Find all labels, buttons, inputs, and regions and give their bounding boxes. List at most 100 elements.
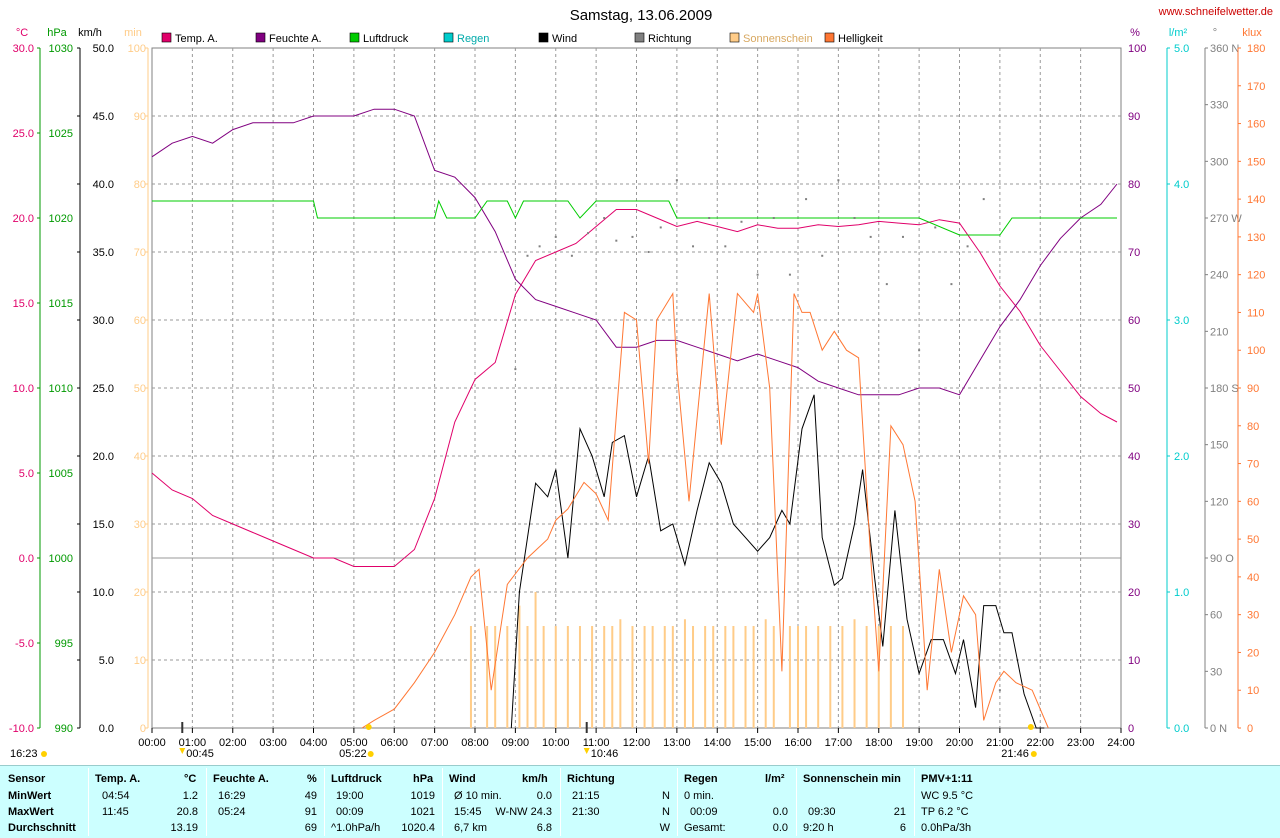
wind-series-line (510, 394, 1045, 729)
sunshine-tick-label: 40 (134, 451, 146, 463)
brightness-tick-label: 60 (1247, 496, 1259, 508)
direction-point (982, 198, 985, 201)
direction-point (514, 368, 517, 371)
brightness-tick-label: 0 (1247, 723, 1253, 735)
stats-min-hum-time: 16:29 (218, 790, 246, 802)
stats-min-pmv: WC 9.5 °C (921, 790, 974, 802)
temp-unit-label: °C (16, 27, 28, 39)
stats-row-label-max: MaxWert (8, 806, 54, 818)
direction-tick-label: 120 (1210, 496, 1228, 508)
legend-swatch (161, 32, 172, 43)
sunshine-tick-label: 70 (134, 247, 146, 259)
pressure-tick-label: 1010 (49, 383, 73, 395)
temp-tick-label: 25.0 (13, 128, 34, 140)
direction-tick-label: 90 O (1210, 553, 1234, 565)
x-tick-label: 20:00 (946, 737, 974, 749)
stats-max-sun-value: 21 (893, 806, 906, 818)
temp-tick-label: 20.0 (13, 213, 34, 225)
legend-label: Sonnenschein (743, 33, 813, 45)
direction-point (570, 254, 573, 257)
wind-tick-label: 20.0 (93, 451, 114, 463)
weather-chart: Samstag, 13.06.2009 www.schneifelwetter.… (9, 6, 1273, 760)
stats-max-rain-time: 00:09 (690, 806, 718, 818)
stats-header-temp: Temp. A. (95, 773, 141, 785)
direction-point (740, 220, 743, 223)
wind-tick-label: 35.0 (93, 247, 114, 259)
stats-header-dir: Richtung (567, 773, 615, 785)
sunshine-unit-label: min (124, 27, 142, 39)
stats-min-rain-time: 0 min. (684, 790, 714, 802)
pressure-tick-label: 1020 (49, 213, 73, 225)
brightness-tick-label: 100 (1247, 345, 1265, 357)
stats-avg-rain-value: 0.0 (772, 822, 788, 834)
direction-point (869, 235, 872, 238)
stats-row-label-avg: Durchschnitt (8, 822, 76, 834)
direction-point (647, 251, 650, 253)
legend-swatch (255, 32, 266, 43)
corner-time-label: 16:23 (10, 748, 38, 760)
x-tick-label: 10:00 (542, 737, 570, 749)
direction-point (554, 235, 557, 238)
x-tick-label: 15:00 (744, 737, 772, 749)
direction-point (708, 217, 711, 219)
rain-unit-label: l/m² (1169, 27, 1188, 39)
pressure-tick-label: 990 (55, 723, 73, 735)
brightness-tick-label: 110 (1247, 307, 1265, 319)
stats-max-rain-value: 0.0 (772, 806, 788, 818)
x-tick-label: 23:00 (1067, 737, 1095, 749)
direction-point (821, 254, 824, 257)
direction-point (631, 235, 634, 238)
wind-tick-label: 45.0 (93, 111, 114, 123)
x-tick-label: 13:00 (663, 737, 691, 749)
stats-min-wind-value: 0.0 (536, 790, 552, 802)
sunshine-tick-label: 80 (134, 179, 146, 191)
stats-min-press-time: 19:00 (336, 790, 364, 802)
direction-tick-label: 240 (1210, 270, 1228, 282)
direction-point (587, 232, 590, 235)
stats-max-press-value: 1021 (410, 806, 435, 818)
stats-max-sun-time: 09:30 (808, 806, 836, 818)
sunrise-time-label: 05:22 (339, 748, 367, 760)
x-tick-label: 02:00 (219, 737, 247, 749)
stats-max-wind-value: W-NW 24.3 (495, 806, 552, 818)
temp-tick-label: 10.0 (13, 383, 34, 395)
luftdruck-series-line (152, 199, 1117, 236)
stats-avg-wind-value: 6.8 (536, 822, 552, 834)
humidity-tick-label: 30 (1128, 519, 1140, 531)
direction-tick-label: 360 N (1210, 43, 1239, 55)
helligkeit-series-line (361, 291, 1049, 729)
stats-max-temp-time: 11:45 (102, 806, 129, 818)
wind-tick-label: 10.0 (93, 587, 114, 599)
legend-label: Luftdruck (363, 33, 409, 45)
brightness-tick-label: 150 (1247, 156, 1265, 168)
direction-point (966, 245, 969, 248)
wind-tick-label: 25.0 (93, 383, 114, 395)
stats-max-hum-time: 05:24 (218, 806, 246, 818)
stats-max-hum-value: 91 (304, 806, 317, 818)
x-tick-label: 06:00 (380, 737, 408, 749)
direction-unit-label: ° (1213, 27, 1217, 39)
brightness-tick-label: 130 (1247, 232, 1265, 244)
stats-min-press-value: 1019 (410, 790, 435, 802)
legend-swatch (729, 32, 740, 43)
temp-max-time-label: 10:46 (591, 748, 619, 760)
stats-header-hum: Feuchte A. (213, 773, 269, 785)
stats-min-dir-value: N (662, 790, 670, 802)
sunshine-tick-label: 50 (134, 383, 146, 395)
sunshine-tick-label: 20 (134, 587, 146, 599)
stats-avg-sun-value: 6 (899, 822, 906, 834)
sunset-label-sun-icon (1030, 751, 1037, 757)
x-tick-label: 21:00 (986, 737, 1014, 749)
direction-point (675, 179, 678, 182)
x-tick-label: 08:00 (461, 737, 489, 749)
direction-point (526, 254, 529, 257)
direction-tick-label: 30 (1210, 666, 1222, 678)
sunrise-sun-icon (365, 724, 372, 730)
humidity-tick-label: 100 (1128, 43, 1146, 55)
temp-max-arrow-icon (583, 748, 590, 754)
direction-tick-label: 300 (1210, 156, 1228, 168)
stats-header-hum-unit: % (307, 773, 317, 785)
temp-min-arrow-icon (179, 748, 186, 754)
humidity-tick-label: 20 (1128, 587, 1140, 599)
direction-tick-label: 60 (1210, 610, 1222, 622)
